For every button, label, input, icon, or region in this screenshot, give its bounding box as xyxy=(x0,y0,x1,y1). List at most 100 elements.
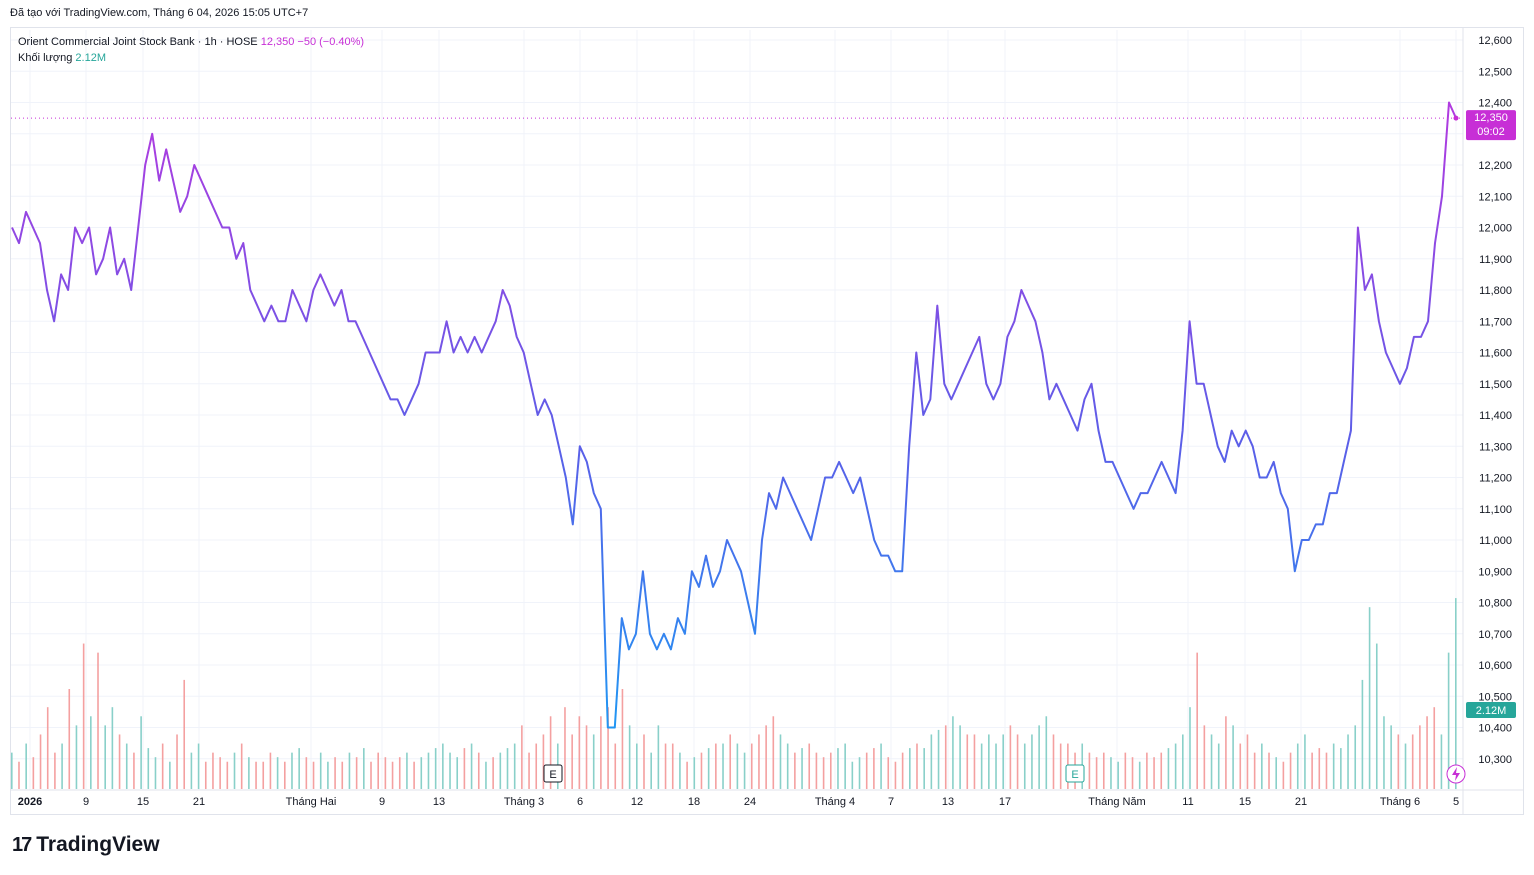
volume-bar xyxy=(1110,757,1112,789)
volume-bar xyxy=(1433,707,1436,789)
volume-bar xyxy=(578,716,581,789)
price-tick-label: 11,200 xyxy=(1479,473,1512,485)
price-tick-label: 11,700 xyxy=(1479,316,1512,328)
volume-bar xyxy=(722,743,724,789)
price-tick-label: 12,100 xyxy=(1478,191,1512,203)
volume-bar xyxy=(571,734,573,789)
volume-bar xyxy=(1052,734,1055,789)
volume-bar xyxy=(1325,752,1328,789)
legend-price: 12,350 xyxy=(260,36,295,48)
volume-bar xyxy=(319,752,322,789)
time-tick-label: 18 xyxy=(688,796,700,808)
volume-bar xyxy=(923,748,925,789)
volume-bar xyxy=(815,752,818,789)
volume-bar xyxy=(643,734,645,789)
volume-bar xyxy=(887,757,890,789)
volume-bar xyxy=(355,757,358,789)
tradingview-logo-icon: 17 xyxy=(12,833,32,856)
volume-bar xyxy=(772,716,775,789)
volume-bar xyxy=(1009,725,1012,789)
time-tick-label: 15 xyxy=(137,796,149,808)
time-tick-label: Tháng 4 xyxy=(815,796,855,808)
time-tick-label: 7 xyxy=(888,796,894,808)
time-tick-label: 21 xyxy=(1295,796,1307,808)
volume-bar xyxy=(18,761,20,789)
time-tick-label: Tháng Năm xyxy=(1088,796,1145,808)
volume-bar xyxy=(276,757,279,789)
earnings-marker-box xyxy=(543,764,563,783)
earnings-marker-box xyxy=(1065,764,1085,783)
legend-volume-value: 2.12M xyxy=(75,52,106,64)
volume-bar xyxy=(90,716,92,789)
volume-bar xyxy=(240,743,243,789)
earnings-marker-label: E xyxy=(1071,769,1078,781)
tradingview-logo[interactable]: 17 TradingView xyxy=(12,833,160,857)
volume-bar xyxy=(628,725,631,789)
volume-bar xyxy=(327,761,329,789)
earnings-marker[interactable]: E xyxy=(1065,764,1085,783)
volume-bar xyxy=(391,761,394,789)
symbol-label[interactable]: Orient Commercial Joint Stock Bank · 1h … xyxy=(18,36,258,48)
volume-bar xyxy=(600,716,602,789)
volume-bar xyxy=(909,748,911,789)
volume-bar xyxy=(1261,743,1263,789)
volume-bar xyxy=(1138,761,1141,789)
time-tick-label: 24 xyxy=(744,796,756,808)
volume-bar xyxy=(305,757,308,789)
volume-bar xyxy=(1440,734,1443,789)
volume-bar xyxy=(758,734,760,789)
volume-bar xyxy=(1016,734,1019,789)
volume-bar xyxy=(1102,752,1105,789)
volume-bar xyxy=(1189,707,1191,789)
volume-bar xyxy=(341,761,344,789)
volume-bar xyxy=(937,729,940,789)
price-tick-label: 11,000 xyxy=(1479,535,1512,547)
volume-bar xyxy=(1311,752,1313,789)
volume-bar xyxy=(564,707,566,789)
volume-bar xyxy=(1246,734,1249,789)
volume-bar xyxy=(1217,743,1220,789)
volume-bar xyxy=(1124,752,1127,789)
last-price-badge xyxy=(1466,110,1516,141)
volume-bar xyxy=(1375,643,1378,789)
chart-panel[interactable] xyxy=(10,27,1524,815)
volume-bar xyxy=(111,707,114,789)
legend-row-volume: Khối lượng 2.12M xyxy=(18,50,364,66)
price-tick-label: 10,300 xyxy=(1478,754,1512,766)
volume-bar xyxy=(506,748,509,789)
volume-bar xyxy=(183,679,186,789)
volume-bar xyxy=(822,757,825,789)
lightning-bolt xyxy=(1452,767,1460,781)
last-price-badge-value: 12,350 xyxy=(1474,112,1508,124)
volume-bar xyxy=(169,761,171,789)
volume-bar xyxy=(614,743,617,789)
volume-bar xyxy=(1253,752,1256,789)
time-tick-label: 13 xyxy=(433,796,445,808)
volume-bar xyxy=(470,743,473,789)
volume-bar xyxy=(743,752,746,789)
volume-bar xyxy=(233,752,236,789)
price-tick-label: 12,400 xyxy=(1478,98,1512,110)
volume-bar xyxy=(542,734,545,789)
volume-bar xyxy=(1354,725,1357,789)
volume-bar xyxy=(1146,752,1148,789)
volume-bar xyxy=(621,689,624,789)
volume-bar xyxy=(1340,748,1342,789)
volume-bar xyxy=(707,748,710,789)
volume-bar xyxy=(1426,716,1428,789)
dividend-lightning-icon[interactable] xyxy=(1446,764,1466,784)
volume-bar xyxy=(363,748,365,789)
volume-bar xyxy=(312,761,315,789)
volume-bar xyxy=(1404,743,1407,789)
volume-bar xyxy=(844,743,846,789)
price-axis[interactable]: 12,60012,50012,40012,30012,20012,10012,0… xyxy=(1462,28,1512,814)
volume-bar xyxy=(298,748,300,789)
price-tick-label: 10,900 xyxy=(1478,566,1512,578)
volume-bar xyxy=(966,734,969,789)
volume-bar xyxy=(463,748,466,789)
earnings-marker[interactable]: E xyxy=(543,764,563,783)
time-axis[interactable]: 2026 9 15 21 Tháng Hai 9 13 Tháng 3 6 12 18 24 Tháng… xyxy=(11,789,1524,808)
volume-label[interactable]: Khối lượng xyxy=(18,52,73,64)
